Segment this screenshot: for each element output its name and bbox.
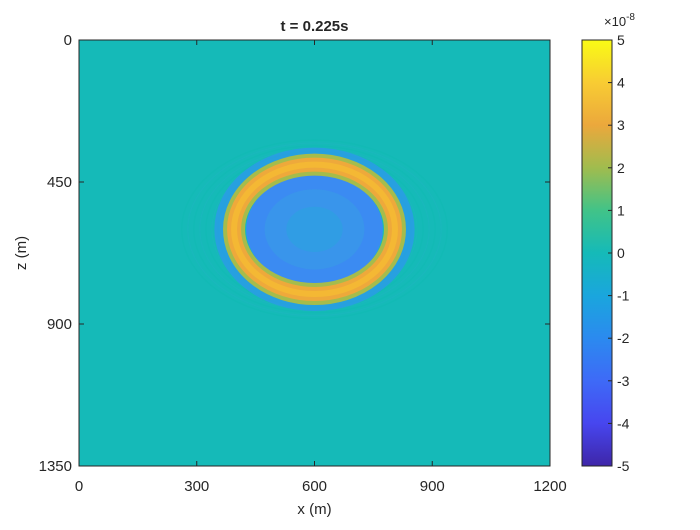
ripple-ring <box>193 145 436 314</box>
z-tick-label: 450 <box>47 174 72 191</box>
colorbar-tick-label: -2 <box>617 330 630 346</box>
colorbar-tick-label: 3 <box>617 117 625 133</box>
colorbar-tick-label: -3 <box>617 373 630 389</box>
x-tick-label: 600 <box>302 478 327 495</box>
colorbar <box>581 39 613 467</box>
z-tick-label: 900 <box>47 316 72 333</box>
colorbar-tick-label: 2 <box>617 160 625 176</box>
colorbar-tick-label: 1 <box>617 202 625 218</box>
colorbar-tick-label: 4 <box>617 75 625 91</box>
x-axis-ticks: 0 300 600 900 1200 <box>75 40 567 495</box>
wavefront-peak <box>231 161 398 298</box>
ripple-ring <box>181 139 448 320</box>
colorbar-tick-label: 0 <box>617 245 625 261</box>
colorbar-ticks: 5 4 3 2 1 0 -1 -2 -3 -4 -5 <box>608 32 630 474</box>
x-axis-label: x (m) <box>297 501 331 518</box>
colorbar-tick-label: -4 <box>617 415 630 431</box>
z-tick-label: 0 <box>64 32 72 49</box>
z-axis-ticks: 0 450 900 1350 <box>39 32 550 475</box>
wavefield <box>181 139 448 320</box>
x-tick-label: 900 <box>420 478 445 495</box>
center-core <box>286 206 343 252</box>
ripple-ring <box>187 142 442 317</box>
colorbar-tick-label: 5 <box>617 32 625 48</box>
chart-title: t = 0.225s <box>281 18 349 35</box>
z-axis-label: z (m) <box>13 236 30 270</box>
colorbar-tick-label: -5 <box>617 458 630 474</box>
x-tick-label: 0 <box>75 478 83 495</box>
x-tick-label: 300 <box>184 478 209 495</box>
x-tick-label: 1200 <box>533 478 566 495</box>
colorbar-multiplier: ×10-8 <box>604 12 635 29</box>
colorbar-tick-label: -1 <box>617 288 630 304</box>
z-tick-label: 1350 <box>39 458 72 475</box>
